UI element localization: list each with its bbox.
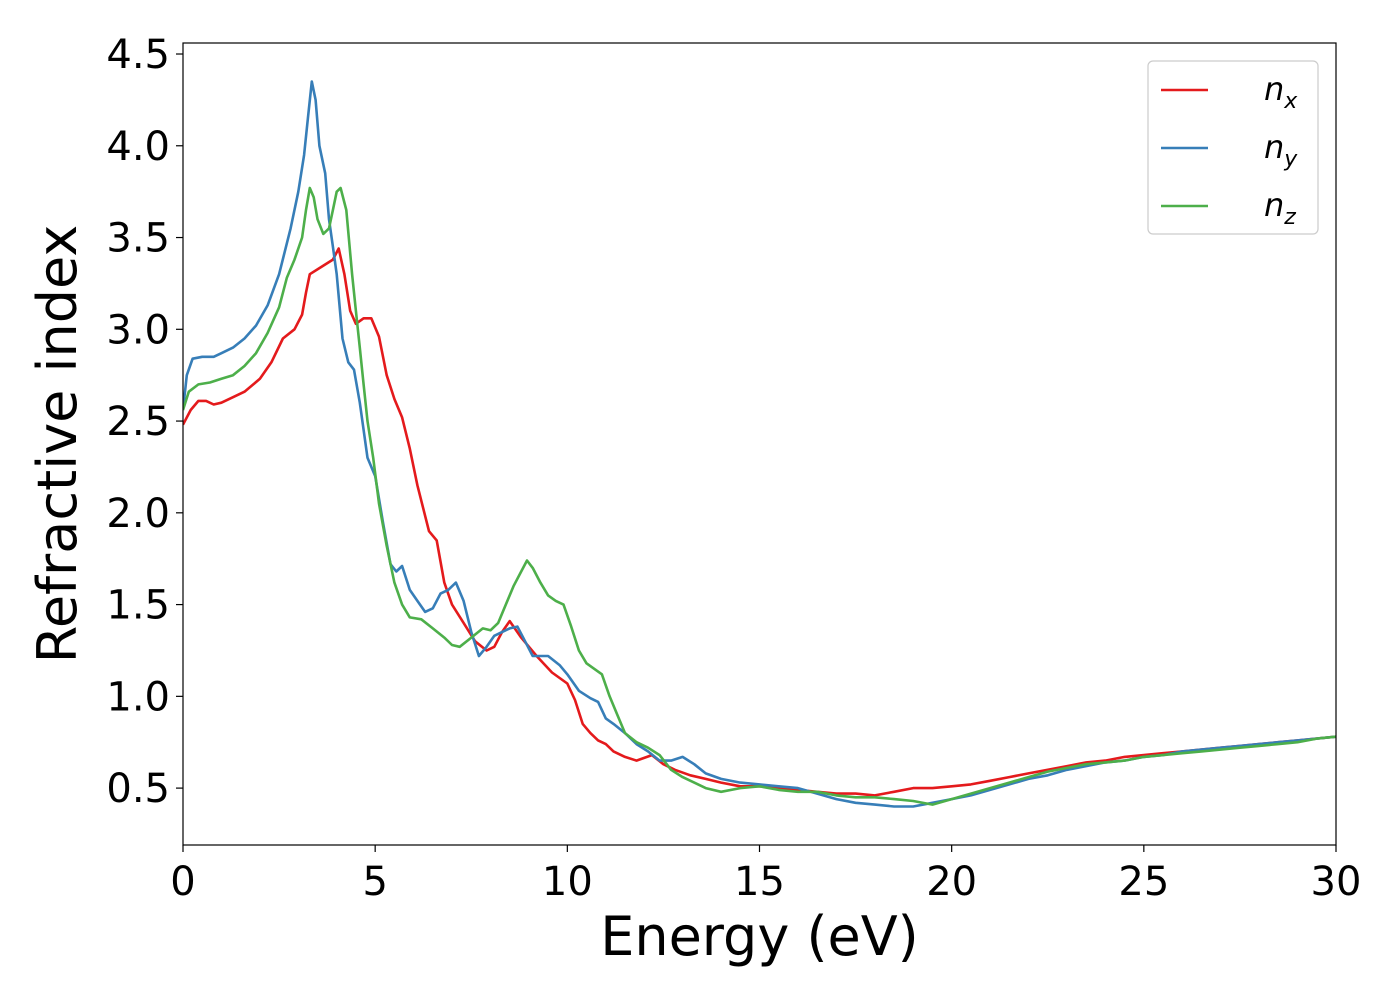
x-tick-label: 0 [170, 859, 195, 905]
legend-label: ny [1264, 128, 1298, 172]
x-tick-label: 30 [1311, 859, 1362, 905]
x-axis: 0 5 10 15 20 25 30 [170, 845, 1361, 905]
series-layer [183, 80, 1336, 808]
x-tick-label: 10 [542, 859, 593, 905]
series-line-nx [183, 247, 1336, 797]
legend-label-subscript: z [1283, 205, 1296, 230]
series-line-ny [183, 80, 1336, 808]
y-tick-label: 0.5 [106, 766, 170, 812]
legend-label: nx [1264, 70, 1298, 114]
x-axis-title: Energy (eV) [600, 905, 919, 968]
legend-box [1147, 60, 1319, 235]
y-tick-label: 1.0 [106, 674, 170, 720]
legend-label-main: n [1264, 128, 1284, 166]
y-axis-title: Refractive index [26, 225, 89, 664]
legend-label-subscript: x [1283, 89, 1298, 114]
y-tick-label: 2.5 [106, 399, 170, 445]
x-tick-label: 25 [1118, 859, 1169, 905]
x-tick-label: 15 [734, 859, 785, 905]
y-tick-label: 3.5 [106, 216, 170, 262]
x-tick-label: 20 [926, 859, 977, 905]
y-tick-label: 2.0 [106, 491, 170, 537]
y-tick-label: 1.5 [106, 583, 170, 629]
y-tick-label: 4.5 [106, 32, 170, 78]
y-tick-label: 3.0 [106, 307, 170, 353]
legend-label-subscript: y [1283, 147, 1298, 172]
series-line-nz [183, 186, 1336, 806]
x-tick-label: 5 [362, 859, 387, 905]
legend-label-main: n [1264, 186, 1284, 224]
y-axis: 0.5 1.0 1.5 2.0 2.5 3.0 3.5 4.0 4.5 [106, 32, 183, 812]
y-tick-label: 4.0 [106, 124, 170, 170]
legend-label-main: n [1264, 70, 1284, 108]
legend-label: nz [1264, 186, 1296, 230]
